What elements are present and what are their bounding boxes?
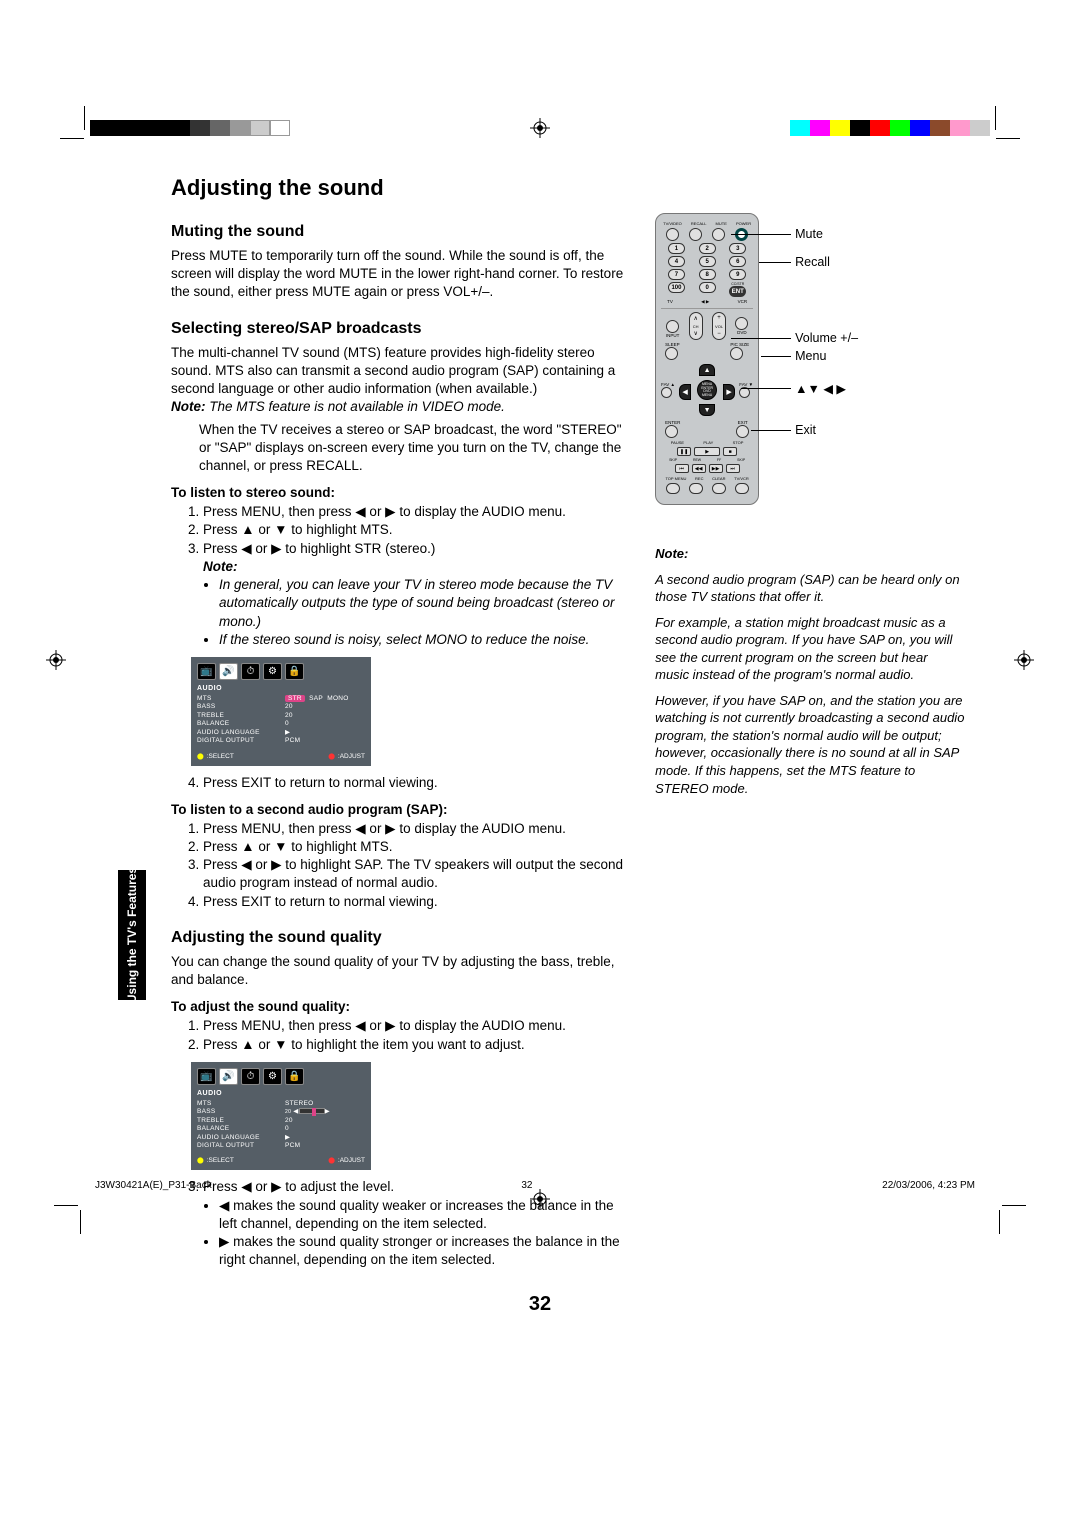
slug-line: J3W30421A(E)_P31-Back 32 22/03/2006, 4:2…	[95, 1180, 975, 1191]
stereo-sub1-step4: Press EXIT to return to normal viewing.	[171, 774, 631, 792]
label-exit: Exit	[795, 423, 816, 437]
stereo-body: The multi-channel TV sound (MTS) feature…	[171, 344, 631, 399]
note-p1: A second audio program (SAP) can be hear…	[655, 571, 965, 606]
label-arrows: ▲▼ ◀ ▶	[795, 381, 846, 396]
quality-body: You can change the sound quality of your…	[171, 953, 631, 989]
list-item: Press MENU, then press ◀ or ▶ to display…	[203, 820, 631, 838]
right-note-block: Note: A second audio program (SAP) can b…	[655, 545, 965, 797]
slug-mid: 32	[521, 1180, 532, 1191]
list-item: Press ▲ or ▼ to highlight the item you w…	[203, 1036, 631, 1054]
list-item: Press ◀ or ▶ to highlight STR (stereo.)	[203, 540, 631, 558]
list-item: If the stereo sound is noisy, select MON…	[219, 631, 631, 649]
quality-sub-title: To adjust the sound quality:	[171, 999, 631, 1014]
label-recall: Recall	[795, 255, 830, 269]
stereo-heading: Selecting stereo/SAP broadcasts	[171, 320, 631, 338]
slug-right: 22/03/2006, 4:23 PM	[882, 1180, 975, 1191]
page-number: 32	[115, 1293, 965, 1316]
slug-left: J3W30421A(E)_P31-Back	[95, 1180, 212, 1191]
muting-body: Press MUTE to temporarily turn off the s…	[171, 247, 631, 302]
stereo-sub1-steps: Press MENU, then press ◀ or ▶ to display…	[171, 503, 631, 558]
label-menu: Menu	[795, 349, 826, 363]
list-item: ▶ makes the sound quality stronger or in…	[219, 1233, 631, 1269]
label-volume: Volume +/–	[795, 331, 858, 345]
list-item: Press MENU, then press ◀ or ▶ to display…	[203, 1017, 631, 1035]
list-item: Press ▲ or ▼ to highlight MTS.	[203, 521, 631, 539]
list-item: In general, you can leave your TV in ste…	[219, 576, 631, 631]
stereo-sub2-title: To listen to a second audio program (SAP…	[171, 802, 631, 817]
stereo-sub1-notes: In general, you can leave your TV in ste…	[203, 576, 631, 649]
registration-mark	[1014, 650, 1034, 670]
note-p3: However, if you have SAP on, and the sta…	[655, 692, 965, 797]
quality-heading: Adjusting the sound quality	[171, 929, 631, 947]
muting-heading: Muting the sound	[171, 223, 631, 241]
crop-color-bar	[790, 120, 990, 136]
list-item: Press ▲ or ▼ to highlight MTS.	[203, 838, 631, 856]
quality-bullets: ◀ makes the sound quality weaker or incr…	[171, 1197, 631, 1270]
list-item: Press ◀ or ▶ to highlight SAP. The TV sp…	[203, 856, 631, 892]
note-heading: Note:	[655, 545, 965, 563]
label-mute: Mute	[795, 227, 823, 241]
registration-mark	[530, 118, 550, 138]
list-item: Press EXIT to return to normal viewing.	[203, 893, 631, 911]
remote-diagram: TV/VIDEORECALLMUTEPOWER 123 456 789 100 …	[655, 213, 965, 505]
list-item: Press EXIT to return to normal viewing.	[203, 774, 631, 792]
stereo-sub1-title: To listen to stereo sound:	[171, 485, 631, 500]
stereo-callout: When the TV receives a stereo or SAP bro…	[199, 421, 631, 476]
page-title: Adjusting the sound	[171, 175, 965, 201]
stereo-sub2-steps: Press MENU, then press ◀ or ▶ to display…	[171, 820, 631, 911]
note-p2: For example, a station might broadcast m…	[655, 614, 965, 684]
note-label: Note:	[203, 558, 631, 576]
list-item: Press MENU, then press ◀ or ▶ to display…	[203, 503, 631, 521]
crop-bw-bar	[90, 120, 290, 136]
osd-audio-2: 📺🔊⏱⚙🔒 AUDIO MTSSTEREO BASS20 ◀▶ TREBLE20…	[191, 1062, 371, 1171]
quality-steps12: Press MENU, then press ◀ or ▶ to display…	[171, 1017, 631, 1053]
osd-audio-1: 📺🔊⏱⚙🔒 AUDIO MTSSTR SAP MONO BASS20 TREBL…	[191, 657, 371, 766]
stereo-note1: Note: The MTS feature is not available i…	[171, 398, 631, 416]
list-item: ◀ makes the sound quality weaker or incr…	[219, 1197, 631, 1233]
registration-mark	[46, 650, 66, 670]
